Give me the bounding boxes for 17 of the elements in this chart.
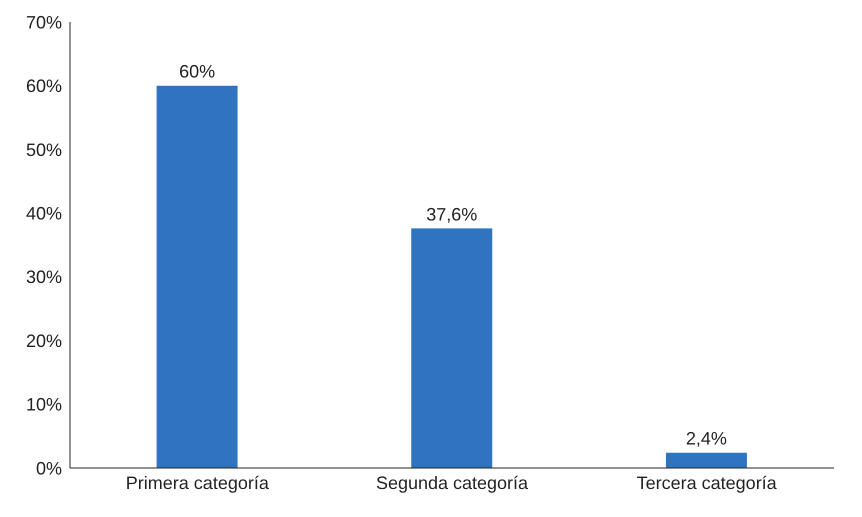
data-label: 60%	[179, 62, 216, 82]
bar	[156, 86, 238, 468]
x-tick-label: Segunda categoría	[376, 472, 530, 493]
bar	[666, 452, 747, 468]
bar	[411, 228, 492, 468]
y-tick-label: 70%	[26, 12, 62, 32]
y-tick-label: 50%	[26, 140, 62, 160]
y-tick-label: 30%	[26, 267, 62, 288]
y-tick-label: 10%	[26, 394, 62, 415]
x-tick-label: Primera categoría	[126, 472, 270, 493]
y-tick-label: 20%	[26, 330, 62, 351]
data-label: 37,6%	[426, 204, 478, 224]
y-tick-label: 0%	[36, 458, 62, 478]
x-tick-label: Tercera categoría	[636, 472, 778, 493]
y-tick-label: 60%	[26, 76, 62, 96]
data-label: 2,4%	[686, 428, 727, 449]
y-tick-label: 40%	[26, 204, 62, 224]
